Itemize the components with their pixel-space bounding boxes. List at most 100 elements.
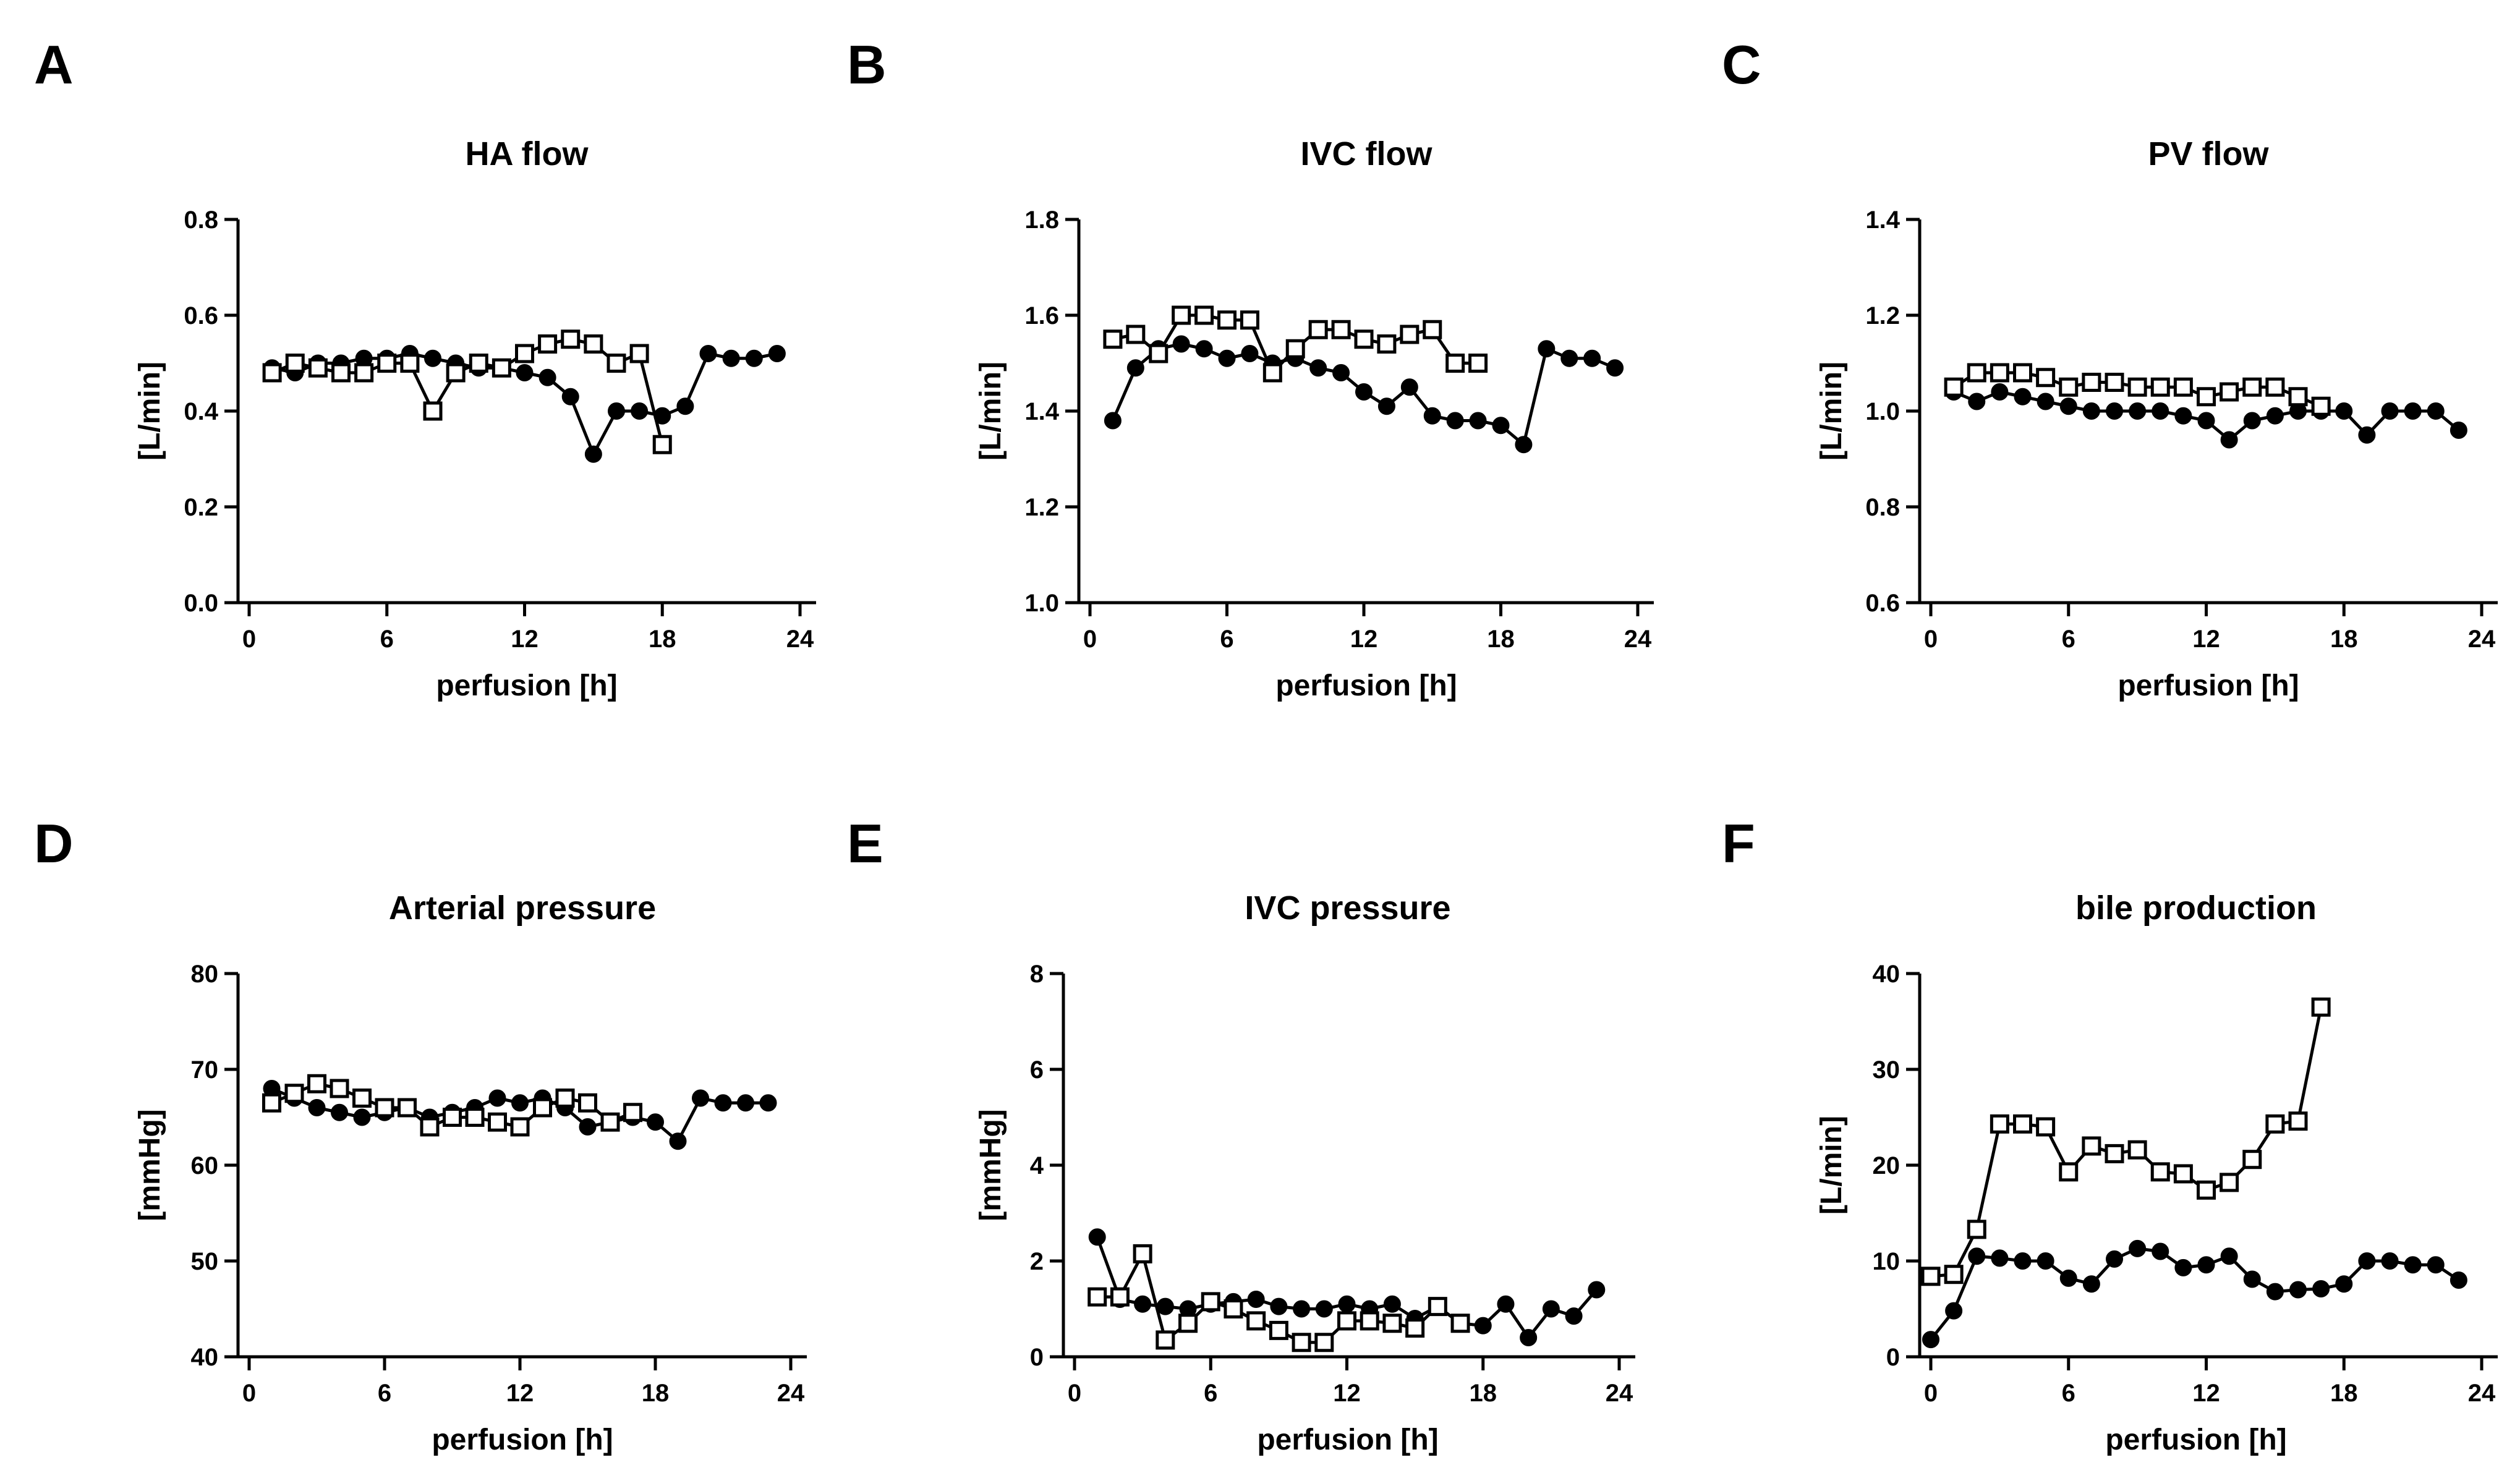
- data-point-square: [2105, 373, 2124, 392]
- data-point-circle: [488, 1089, 506, 1107]
- data-point-circle: [2059, 397, 2077, 415]
- data-point-circle: [2289, 1281, 2307, 1299]
- data-point-square: [600, 1112, 620, 1132]
- data-point-circle: [2220, 431, 2238, 449]
- data-point-circle: [2243, 1270, 2261, 1288]
- data-point-square: [2173, 377, 2193, 397]
- data-point-square: [1360, 1311, 1379, 1331]
- data-point-circle: [353, 1108, 371, 1126]
- x-tick-label: 0: [1924, 1380, 1938, 1407]
- y-tick-label: 0.6: [184, 302, 218, 329]
- data-point-circle: [1968, 1247, 1986, 1265]
- data-point-circle: [2152, 402, 2169, 420]
- series-line: [1930, 1006, 2323, 1278]
- data-point-square: [446, 363, 466, 383]
- data-point-square: [2036, 1117, 2056, 1137]
- data-point-square: [1246, 1311, 1266, 1331]
- y-tick-label: 1.2: [1865, 302, 1900, 329]
- data-point-circle: [2174, 1259, 2192, 1276]
- data-point-square: [420, 1117, 440, 1137]
- data-point-square: [2173, 1164, 2193, 1184]
- data-point-circle: [1241, 345, 1259, 362]
- data-point-circle: [2106, 1250, 2123, 1268]
- data-point-circle: [2266, 407, 2284, 425]
- y-tick-label: 0.6: [1865, 590, 1900, 617]
- y-axis-label: [L/min]: [1815, 362, 1848, 461]
- data-point-square: [285, 354, 305, 373]
- data-point-circle: [2220, 1247, 2238, 1265]
- data-point-circle: [2106, 402, 2123, 420]
- data-point-circle: [1270, 1297, 1288, 1315]
- data-point-square: [1201, 1292, 1220, 1312]
- y-tick-label: 8: [1030, 961, 1044, 988]
- data-point-square: [629, 344, 649, 363]
- data-point-circle: [308, 1099, 326, 1116]
- data-point-circle: [608, 402, 625, 420]
- x-tick-label: 24: [2468, 626, 2496, 653]
- y-tick-label: 20: [1873, 1152, 1901, 1179]
- data-point-circle: [1355, 383, 1373, 401]
- data-point-square: [2150, 1162, 2170, 1182]
- data-point-square: [1445, 354, 1465, 373]
- data-point-square: [578, 1093, 597, 1113]
- data-point-circle: [2335, 402, 2353, 420]
- x-tick-label: 6: [1220, 626, 1233, 653]
- data-point-circle: [1492, 417, 1510, 435]
- data-point-square: [2242, 1150, 2262, 1169]
- data-point-square: [423, 401, 443, 421]
- data-point-square: [1337, 1311, 1356, 1331]
- data-point-circle: [2082, 1275, 2100, 1293]
- panel-b: B IVC flow [L/min] perfusion [h] 1.01.21…: [847, 34, 1654, 702]
- data-point-circle: [2358, 426, 2376, 444]
- data-point-square: [2311, 997, 2331, 1017]
- x-tick-label: 24: [786, 626, 814, 653]
- data-point-circle: [2082, 402, 2100, 420]
- y-tick-label: 4: [1030, 1152, 1044, 1179]
- data-point-square: [555, 1089, 575, 1108]
- data-point-circle: [1515, 436, 1533, 454]
- data-point-circle: [676, 397, 694, 415]
- data-point-circle: [759, 1094, 777, 1112]
- data-point-square: [2288, 1111, 2308, 1131]
- data-point-square: [398, 1098, 417, 1118]
- data-point-square: [284, 1084, 304, 1103]
- y-tick-label: 0.2: [184, 494, 218, 521]
- y-tick-label: 1.4: [1865, 206, 1900, 234]
- data-point-square: [1405, 1318, 1425, 1338]
- x-axis-label: perfusion [h]: [432, 1424, 613, 1456]
- data-point-circle: [1991, 383, 2009, 401]
- data-point-square: [1382, 1314, 1402, 1333]
- x-axis-label: perfusion [h]: [2105, 1424, 2286, 1456]
- data-point-square: [607, 354, 626, 373]
- panel-letter: D: [34, 813, 74, 874]
- x-tick-label: 6: [380, 626, 394, 653]
- data-point-circle: [1588, 1281, 1606, 1299]
- x-tick-label: 18: [649, 626, 676, 653]
- y-tick-label: 80: [191, 961, 219, 988]
- y-tick-label: 1.4: [1024, 398, 1059, 425]
- x-axis-label: perfusion [h]: [2118, 669, 2299, 702]
- data-point-circle: [2335, 1275, 2353, 1293]
- data-point-circle: [1383, 1295, 1401, 1313]
- data-point-square: [2220, 1173, 2239, 1192]
- data-point-square: [1172, 305, 1191, 325]
- x-tick-label: 6: [2062, 626, 2075, 653]
- y-tick-label: 6: [1030, 1056, 1044, 1084]
- y-tick-label: 1.6: [1024, 302, 1059, 329]
- data-point-square: [1156, 1330, 1175, 1350]
- data-point-circle: [2404, 1256, 2422, 1274]
- panel-c: C PV flow [L/min] perfusion [h] 0.6 0.8 1.…: [1722, 34, 2498, 702]
- data-point-circle: [1469, 412, 1487, 430]
- data-point-circle: [2450, 422, 2467, 439]
- data-point-circle: [1309, 359, 1327, 377]
- y-tick-label: 0.4: [184, 398, 218, 425]
- y-tick-label: 1.0: [1865, 398, 1900, 425]
- data-point-square: [2220, 382, 2239, 402]
- data-point-square: [443, 1108, 462, 1127]
- data-point-circle: [331, 1103, 348, 1121]
- data-point-circle: [2450, 1271, 2467, 1289]
- x-tick-label: 0: [1068, 1380, 1081, 1407]
- x-tick-label: 6: [378, 1380, 391, 1407]
- data-point-circle: [768, 345, 786, 362]
- y-tick-label: 70: [191, 1056, 219, 1084]
